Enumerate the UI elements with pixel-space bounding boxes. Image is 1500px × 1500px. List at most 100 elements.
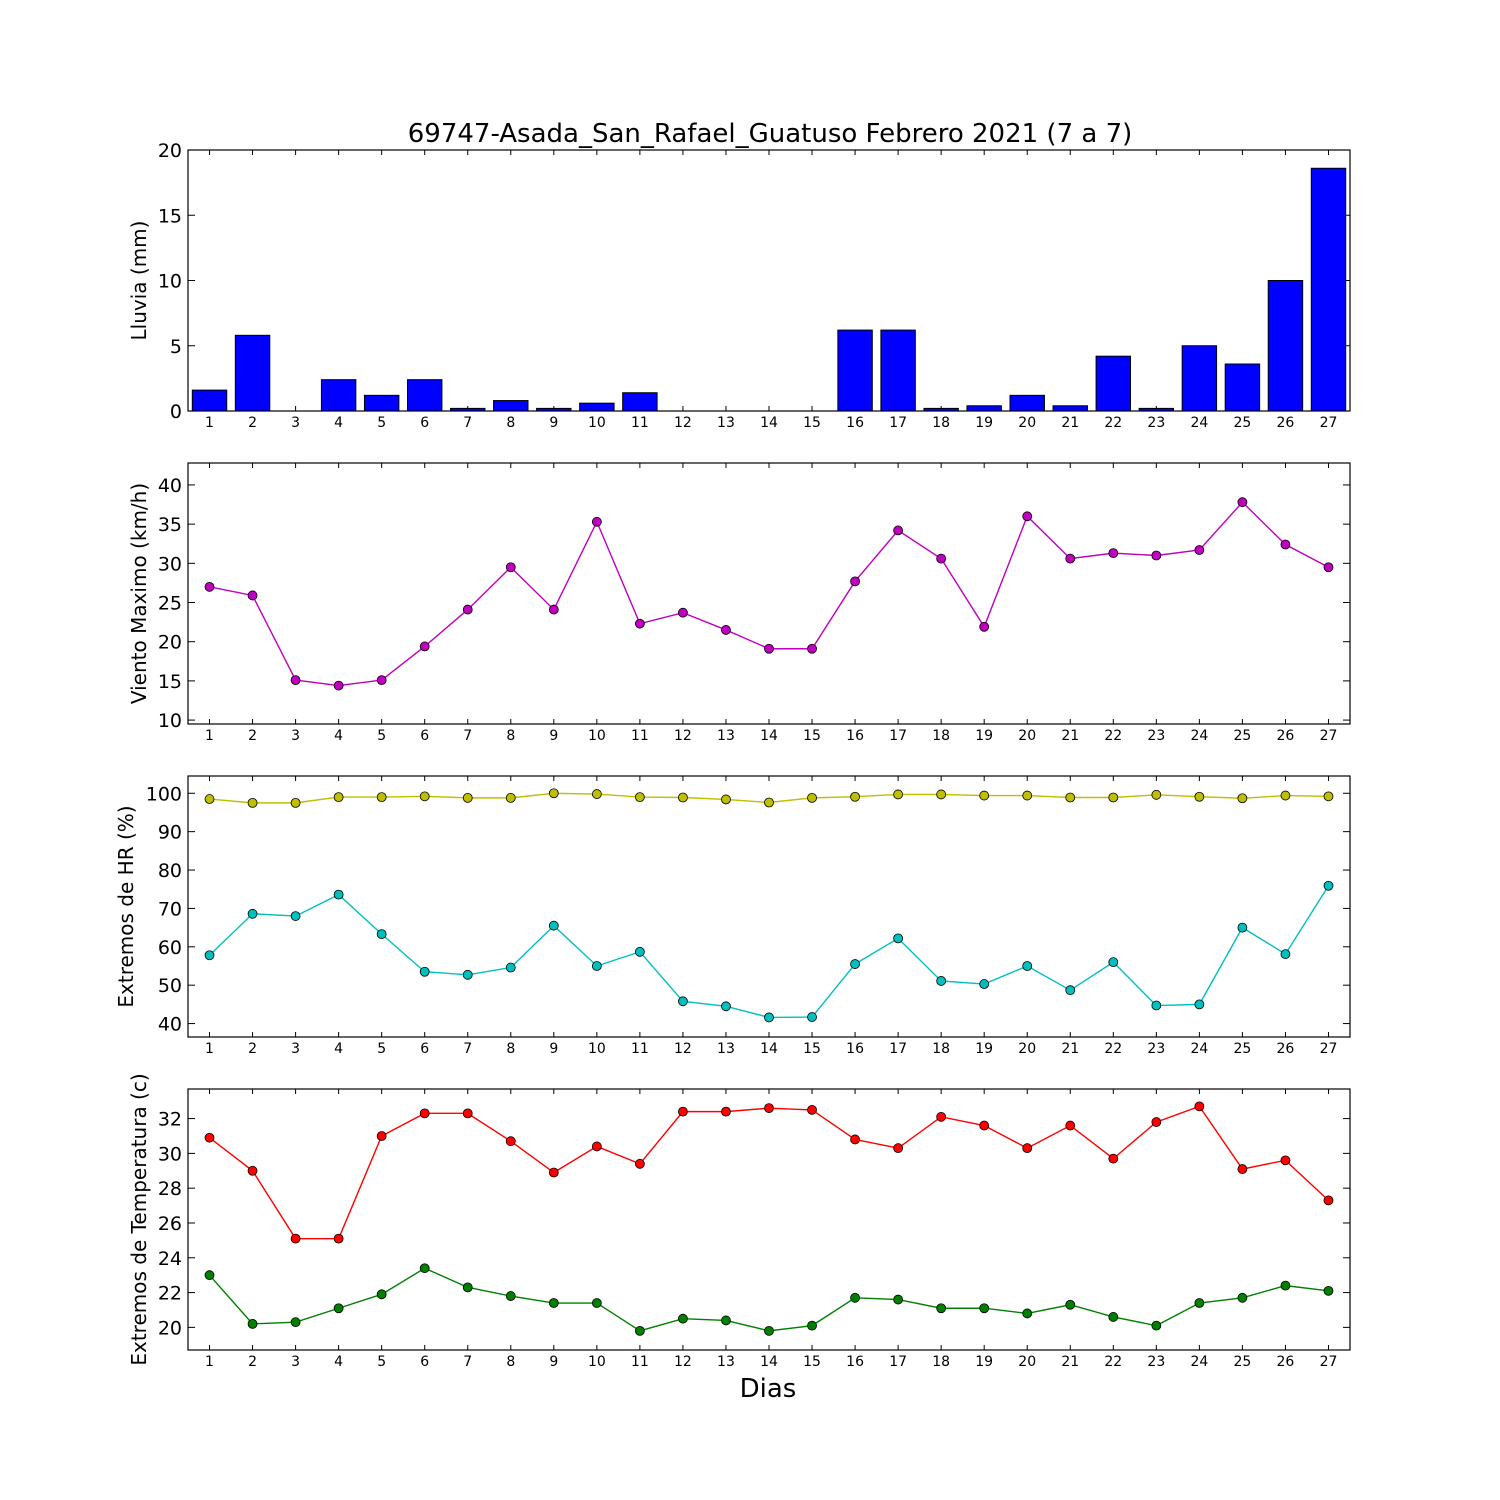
- x-tick-label: 6: [420, 1041, 429, 1057]
- x-tick-label: 27: [1320, 1354, 1338, 1370]
- data-point: [591, 961, 602, 971]
- y-tick-label: 50: [158, 975, 182, 997]
- bar: [450, 407, 486, 412]
- x-tick-label: 5: [377, 1041, 386, 1057]
- data-point: [1323, 1285, 1334, 1296]
- y-tick-label: 100: [146, 783, 182, 805]
- bar: [1095, 355, 1132, 412]
- data-point: [807, 1320, 817, 1331]
- data-point: [247, 1319, 258, 1329]
- data-point: [247, 1165, 258, 1176]
- data-point: [1323, 791, 1334, 802]
- bar: [320, 379, 357, 412]
- data-point: [893, 1143, 904, 1154]
- data-point: [1280, 790, 1291, 801]
- data-point: [979, 979, 990, 989]
- data-point: [247, 908, 258, 919]
- x-tick-label: 20: [1018, 415, 1036, 431]
- y-tick-label: 32: [158, 1109, 182, 1131]
- x-tick-label: 17: [889, 1041, 907, 1057]
- data-point: [678, 792, 688, 803]
- data-point: [678, 996, 688, 1007]
- x-tick-label: 7: [463, 728, 472, 744]
- bar: [579, 402, 615, 412]
- y-tick-label: 0: [170, 401, 182, 423]
- data-point: [204, 1270, 215, 1281]
- y-tick-label: 70: [158, 898, 182, 920]
- data-point: [505, 792, 516, 803]
- x-tick-label: 11: [631, 728, 649, 744]
- data-point: [764, 1103, 774, 1114]
- data-point: [721, 1001, 731, 1012]
- data-point: [1151, 550, 1162, 561]
- data-point: [462, 604, 473, 615]
- data-point: [290, 1233, 301, 1244]
- x-tick-label: 18: [932, 728, 950, 744]
- x-tick-label: 1: [205, 1041, 214, 1057]
- data-point: [419, 1108, 430, 1119]
- x-tick-label: 5: [377, 1354, 386, 1370]
- x-tick-label: 23: [1147, 1041, 1165, 1057]
- data-point: [764, 797, 774, 808]
- data-point: [548, 1298, 559, 1308]
- x-tick-label: 20: [1018, 1354, 1036, 1370]
- data-point: [462, 1108, 473, 1119]
- bar: [493, 400, 529, 412]
- y-tick-label: 10: [158, 710, 182, 732]
- data-point: [1323, 880, 1334, 891]
- x-tick-label: 8: [506, 728, 515, 744]
- data-point: [1151, 1320, 1162, 1331]
- x-tick-label: 8: [506, 1354, 515, 1370]
- x-tick-label: 25: [1233, 1041, 1251, 1057]
- data-point: [678, 1313, 688, 1324]
- x-tick-label: 9: [549, 728, 558, 744]
- x-tick-label: 25: [1233, 728, 1251, 744]
- x-tick-label: 23: [1147, 1354, 1165, 1370]
- data-point: [721, 794, 731, 805]
- data-point: [376, 929, 387, 940]
- series-line: [209, 1105, 1329, 1240]
- y-tick-label: 40: [158, 1014, 182, 1036]
- x-tick-label: 21: [1061, 1041, 1079, 1057]
- data-point: [1065, 1299, 1076, 1310]
- x-tick-label: 18: [932, 1354, 950, 1370]
- data-point: [548, 920, 559, 931]
- y-tick-label: 20: [158, 140, 182, 162]
- data-point: [807, 792, 817, 803]
- x-tick-label: 9: [549, 415, 558, 431]
- data-point: [807, 1104, 817, 1115]
- y-tick-label: 5: [170, 336, 182, 358]
- x-tick-label: 3: [291, 728, 300, 744]
- data-point: [764, 1012, 774, 1023]
- data-point: [850, 791, 860, 802]
- x-tick-label: 25: [1233, 1354, 1251, 1370]
- x-tick-label: 2: [248, 415, 257, 431]
- bar: [966, 405, 1002, 412]
- bar: [234, 334, 271, 412]
- data-point: [1108, 957, 1119, 968]
- y-tick-label: 10: [158, 271, 182, 293]
- x-tick-label: 25: [1233, 415, 1251, 431]
- data-point: [1280, 539, 1291, 550]
- data-point: [721, 625, 731, 635]
- data-point: [548, 1167, 559, 1178]
- data-point: [1151, 789, 1162, 800]
- data-point: [893, 525, 904, 536]
- x-tick-label: 2: [248, 1354, 257, 1370]
- plot-frame: [187, 462, 1351, 725]
- x-tick-label: 19: [975, 728, 993, 744]
- x-tick-label: 4: [334, 1354, 343, 1370]
- x-tick-label: 19: [975, 1041, 993, 1057]
- x-tick-label: 13: [717, 1041, 735, 1057]
- x-tick-label: 12: [674, 415, 692, 431]
- data-point: [505, 1291, 516, 1301]
- data-point: [1194, 1101, 1205, 1112]
- x-tick-label: 13: [717, 728, 735, 744]
- plot-frame: [187, 1088, 1351, 1351]
- data-point: [1194, 791, 1205, 802]
